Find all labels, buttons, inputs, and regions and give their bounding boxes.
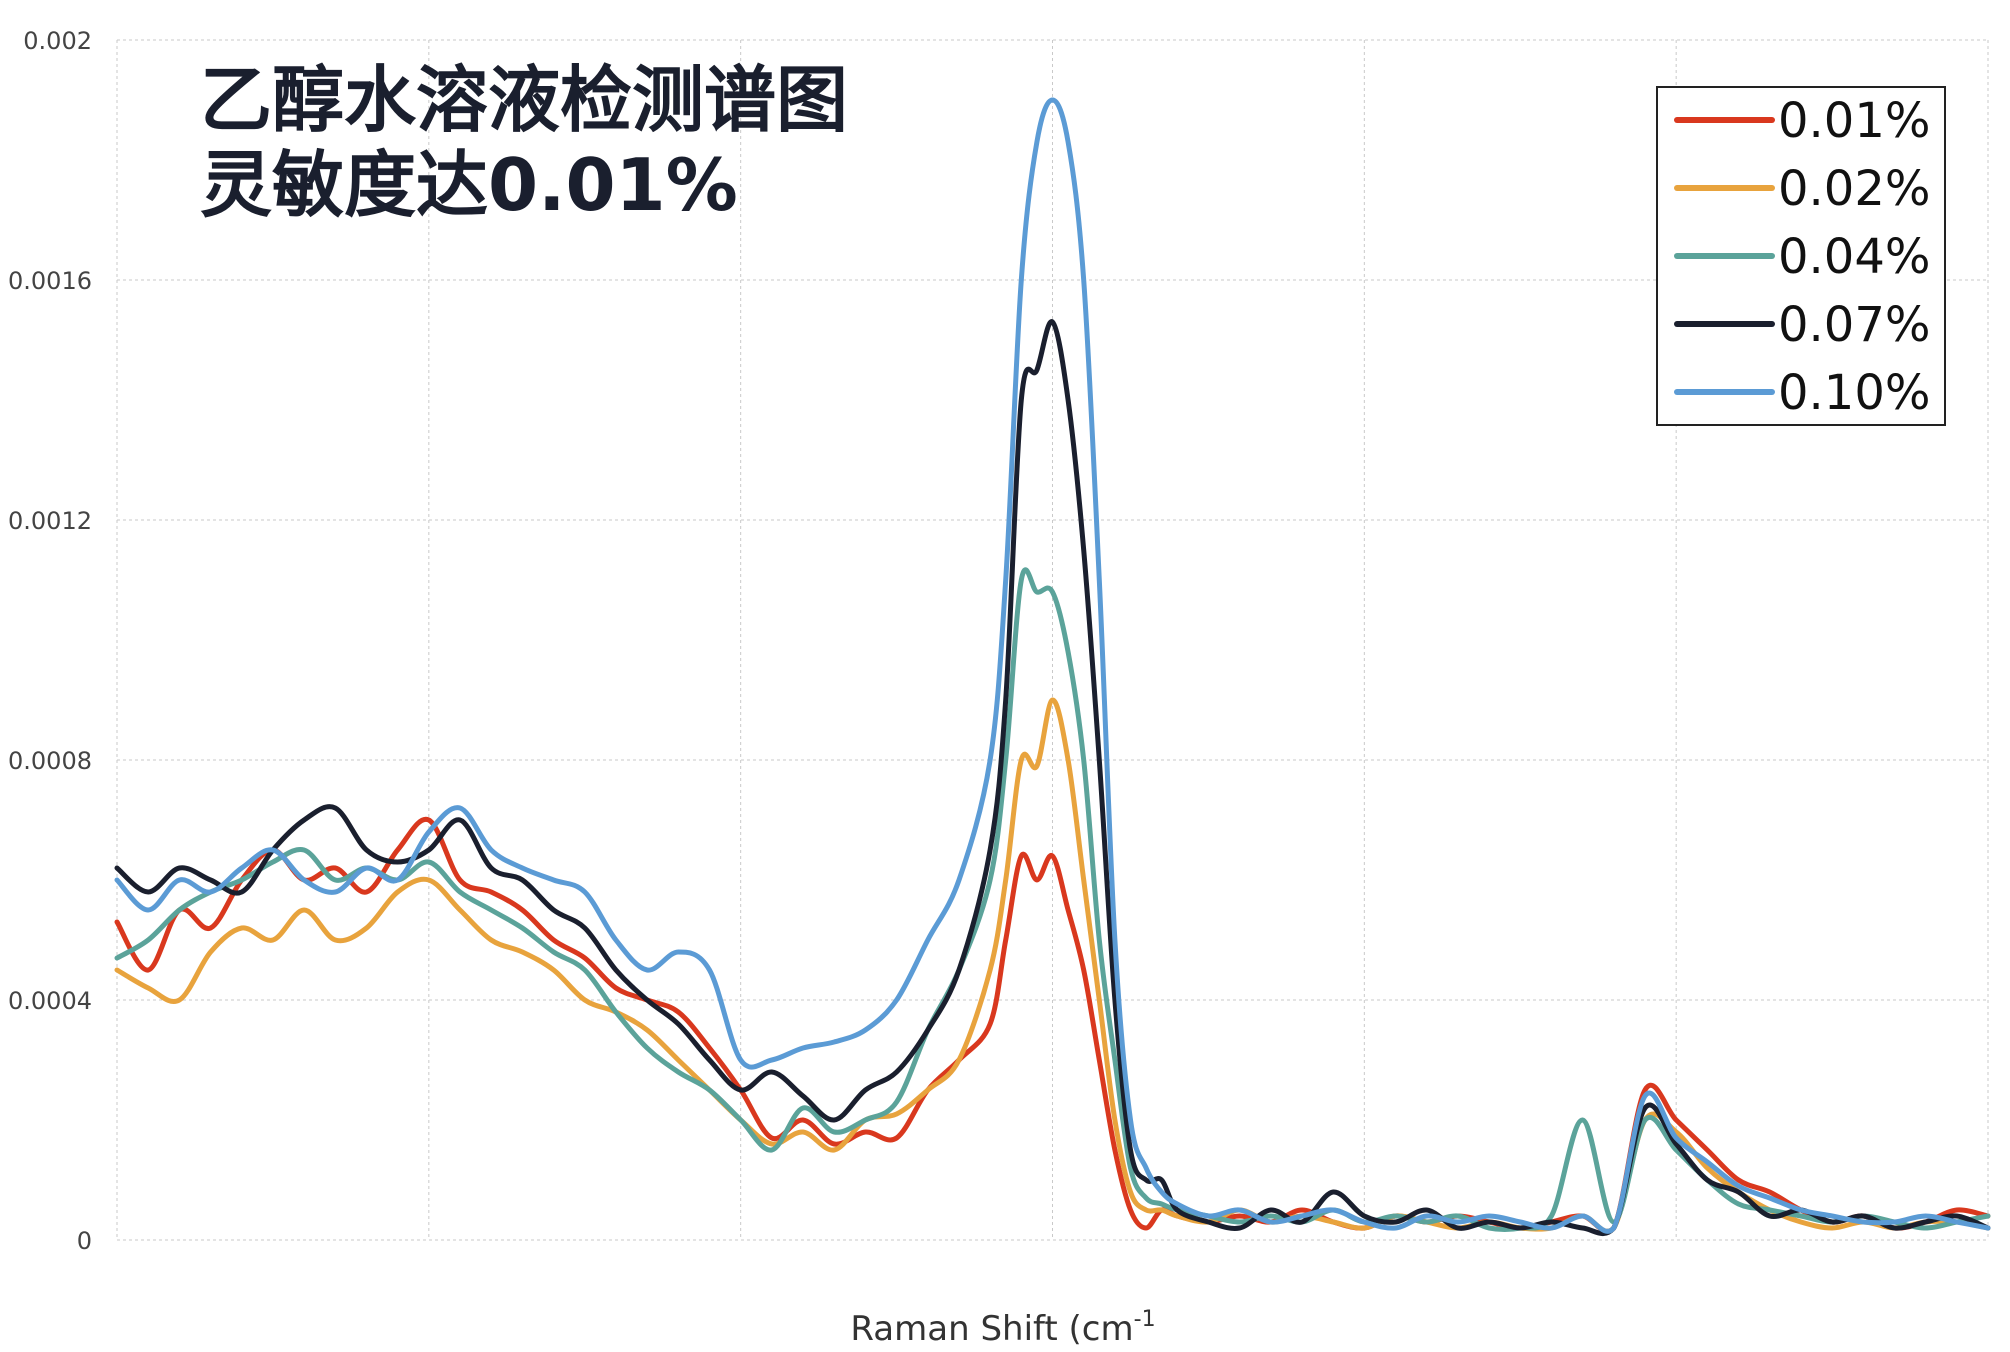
y-tick-label-5: 0.002	[23, 27, 92, 55]
y-axis-ticks: 0 0.0004 0.0008 0.0012 0.0016 0.002	[8, 27, 92, 1255]
legend-label-4: 0.10%	[1778, 365, 1930, 421]
y-tick-label-2: 0.0008	[8, 747, 92, 775]
y-tick-label-1: 0.0004	[8, 987, 92, 1015]
series-lines	[114, 97, 1991, 1237]
legend-label-1: 0.02%	[1778, 161, 1930, 217]
series-line-0	[114, 816, 1991, 1234]
series-line-4	[114, 97, 1991, 1234]
legend-label-3: 0.07%	[1778, 297, 1930, 353]
legend-label-2: 0.04%	[1778, 229, 1930, 285]
legend: 0.01% 0.02% 0.04% 0.07% 0.10%	[1656, 86, 1946, 426]
x-axis-label: Raman Shift (cm-1	[850, 1307, 1155, 1349]
chart-title: 乙醇水溶液检测谱图 灵敏度达0.01%	[200, 58, 848, 227]
y-tick-label-3: 0.0012	[8, 507, 92, 535]
legend-label-0: 0.01%	[1778, 93, 1930, 149]
title-line-1: 乙醇水溶液检测谱图	[200, 58, 848, 142]
y-tick-label-0: 0	[77, 1227, 92, 1255]
x-axis-label-text: Raman Shift (cm	[850, 1309, 1133, 1349]
title-line-2: 灵敏度达0.01%	[200, 143, 738, 227]
x-axis-label-superscript: -1	[1134, 1307, 1156, 1332]
y-tick-label-4: 0.0016	[8, 267, 92, 295]
